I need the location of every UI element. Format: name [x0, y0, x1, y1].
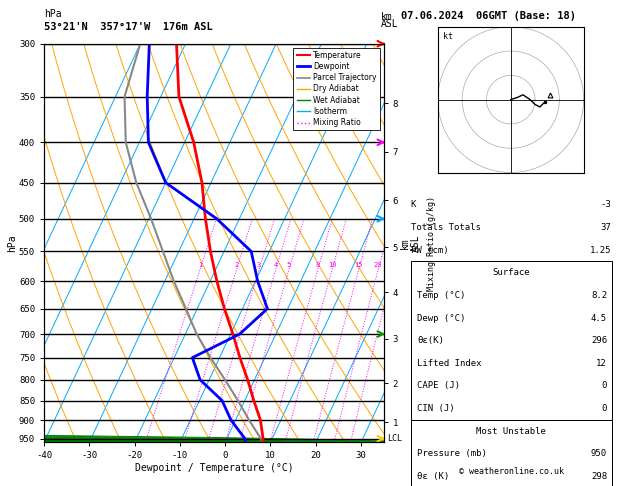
- Text: 37: 37: [601, 223, 611, 232]
- Text: 3: 3: [257, 261, 261, 268]
- Legend: Temperature, Dewpoint, Parcel Trajectory, Dry Adiabat, Wet Adiabat, Isotherm, Mi: Temperature, Dewpoint, Parcel Trajectory…: [294, 48, 380, 130]
- Text: Dewp (°C): Dewp (°C): [417, 313, 465, 323]
- Text: Temp (°C): Temp (°C): [417, 291, 465, 300]
- Text: 2: 2: [235, 261, 238, 268]
- Y-axis label: hPa: hPa: [8, 234, 18, 252]
- Bar: [411, 420, 611, 486]
- Text: km: km: [381, 12, 392, 22]
- Text: Pressure (mb): Pressure (mb): [417, 449, 487, 458]
- Text: ASL: ASL: [381, 19, 398, 29]
- Text: 07.06.2024  06GMT (Base: 18): 07.06.2024 06GMT (Base: 18): [401, 11, 576, 21]
- Text: PW (cm): PW (cm): [411, 245, 448, 255]
- Text: © weatheronline.co.uk: © weatheronline.co.uk: [459, 468, 564, 476]
- Text: 0: 0: [602, 382, 607, 390]
- Text: K: K: [411, 200, 416, 209]
- Text: 53°21'N  357°17'W  176m ASL: 53°21'N 357°17'W 176m ASL: [44, 21, 213, 32]
- Text: 4: 4: [274, 261, 278, 268]
- Text: CAPE (J): CAPE (J): [417, 382, 460, 390]
- Text: θε(K): θε(K): [417, 336, 444, 345]
- Text: CIN (J): CIN (J): [417, 404, 455, 413]
- Bar: [411, 261, 611, 420]
- Text: 4.5: 4.5: [591, 313, 607, 323]
- Text: 15: 15: [354, 261, 363, 268]
- X-axis label: Dewpoint / Temperature (°C): Dewpoint / Temperature (°C): [135, 463, 293, 473]
- Text: 5: 5: [287, 261, 291, 268]
- Text: 1.25: 1.25: [590, 245, 611, 255]
- Text: 8.2: 8.2: [591, 291, 607, 300]
- Text: 950: 950: [591, 449, 607, 458]
- Text: 20: 20: [374, 261, 382, 268]
- Text: 0: 0: [602, 404, 607, 413]
- Text: θε (K): θε (K): [417, 472, 450, 481]
- Text: 296: 296: [591, 336, 607, 345]
- Text: 12: 12: [596, 359, 607, 368]
- Text: LCL: LCL: [387, 434, 402, 443]
- Text: Lifted Index: Lifted Index: [417, 359, 482, 368]
- Text: hPa: hPa: [44, 9, 62, 19]
- Text: kt: kt: [443, 32, 453, 41]
- Text: 10: 10: [328, 261, 337, 268]
- Text: 8: 8: [316, 261, 320, 268]
- Text: Surface: Surface: [493, 268, 530, 278]
- Y-axis label: km
ASL: km ASL: [399, 234, 421, 252]
- Text: 1: 1: [198, 261, 202, 268]
- Text: 298: 298: [591, 472, 607, 481]
- Text: Mixing Ratio (g/kg): Mixing Ratio (g/kg): [426, 195, 436, 291]
- Text: Totals Totals: Totals Totals: [411, 223, 481, 232]
- Text: -3: -3: [601, 200, 611, 209]
- Text: Most Unstable: Most Unstable: [476, 427, 546, 435]
